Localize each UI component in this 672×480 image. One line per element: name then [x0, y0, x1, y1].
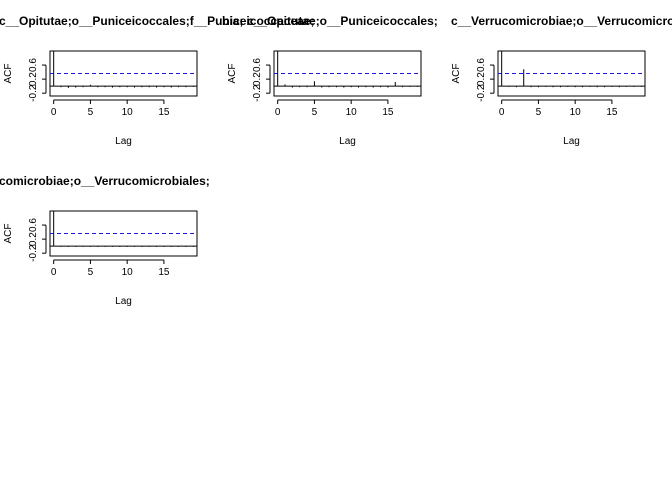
panel-title-prefix: bia;	[222, 14, 243, 28]
plot-area	[274, 51, 421, 88]
x-tick-label: 15	[382, 107, 394, 118]
y-tick-label: -0.2	[476, 84, 487, 102]
acf-panel-4: comicrobiae;o__Verrucomicrobiales; 0 5 10 15…	[0, 174, 210, 307]
panel-title: c__Verrucomicrobiae;o__Verrucomicrobiale…	[451, 14, 672, 28]
y-tick-label: 0.6	[476, 58, 487, 72]
plot-area	[50, 211, 197, 247]
x-tick-label: 5	[88, 107, 94, 118]
acf-panel-2: bia; c__Opitutae;o__Puniceicoccales; 0 5 10 1…	[222, 14, 438, 147]
y-axis-label: ACF	[3, 64, 14, 84]
plot-area	[50, 51, 197, 88]
plot-area	[498, 51, 645, 88]
y-tick-label: 0.2	[28, 72, 39, 86]
x-axis-label: Lag	[339, 136, 356, 147]
y-tick-label: 0.2	[476, 72, 487, 86]
x-axis-label: Lag	[115, 296, 132, 307]
y-tick-label: -0.2	[28, 84, 39, 102]
x-tick-label: 10	[346, 107, 358, 118]
x-tick-label: 15	[606, 107, 618, 118]
panel-title: comicrobiae;o__Verrucomicrobiales;	[0, 174, 210, 188]
x-tick-label: 5	[88, 267, 94, 278]
x-axis-label: Lag	[563, 136, 580, 147]
x-tick-label: 5	[312, 107, 318, 118]
x-tick-label: 10	[570, 107, 582, 118]
x-tick-label: 15	[158, 267, 170, 278]
y-axis-label: ACF	[451, 64, 462, 84]
x-tick-label: 0	[51, 107, 57, 118]
y-tick-label: 0.2	[28, 232, 39, 246]
y-tick-label: 0.6	[28, 218, 39, 232]
x-tick-label: 0	[275, 107, 281, 118]
y-axis-label: ACF	[227, 64, 238, 84]
y-tick-label: 0.2	[252, 72, 263, 86]
x-tick-label: 0	[51, 267, 57, 278]
y-tick-label: -0.2	[28, 244, 39, 262]
y-tick-label: 0.6	[252, 58, 263, 72]
x-tick-label: 0	[499, 107, 505, 118]
x-tick-label: 10	[122, 107, 134, 118]
x-tick-label: 15	[158, 107, 170, 118]
panel-title: c__Opitutae;o__Puniceicoccales;f__Punice…	[0, 14, 315, 28]
acf-panel-1: c__Opitutae;o__Puniceicoccales;f__Punice…	[0, 14, 315, 147]
x-axis-label: Lag	[115, 136, 132, 147]
x-tick-label: 5	[536, 107, 542, 118]
y-tick-label: 0.6	[28, 58, 39, 72]
panel-title: c__Opitutae;o__Puniceicoccales;	[247, 14, 438, 28]
y-tick-label: -0.2	[252, 84, 263, 102]
acf-panel-3: c__Verrucomicrobiae;o__Verrucomicrobiale…	[451, 14, 672, 147]
x-tick-label: 10	[122, 267, 134, 278]
y-axis-label: ACF	[3, 224, 14, 244]
